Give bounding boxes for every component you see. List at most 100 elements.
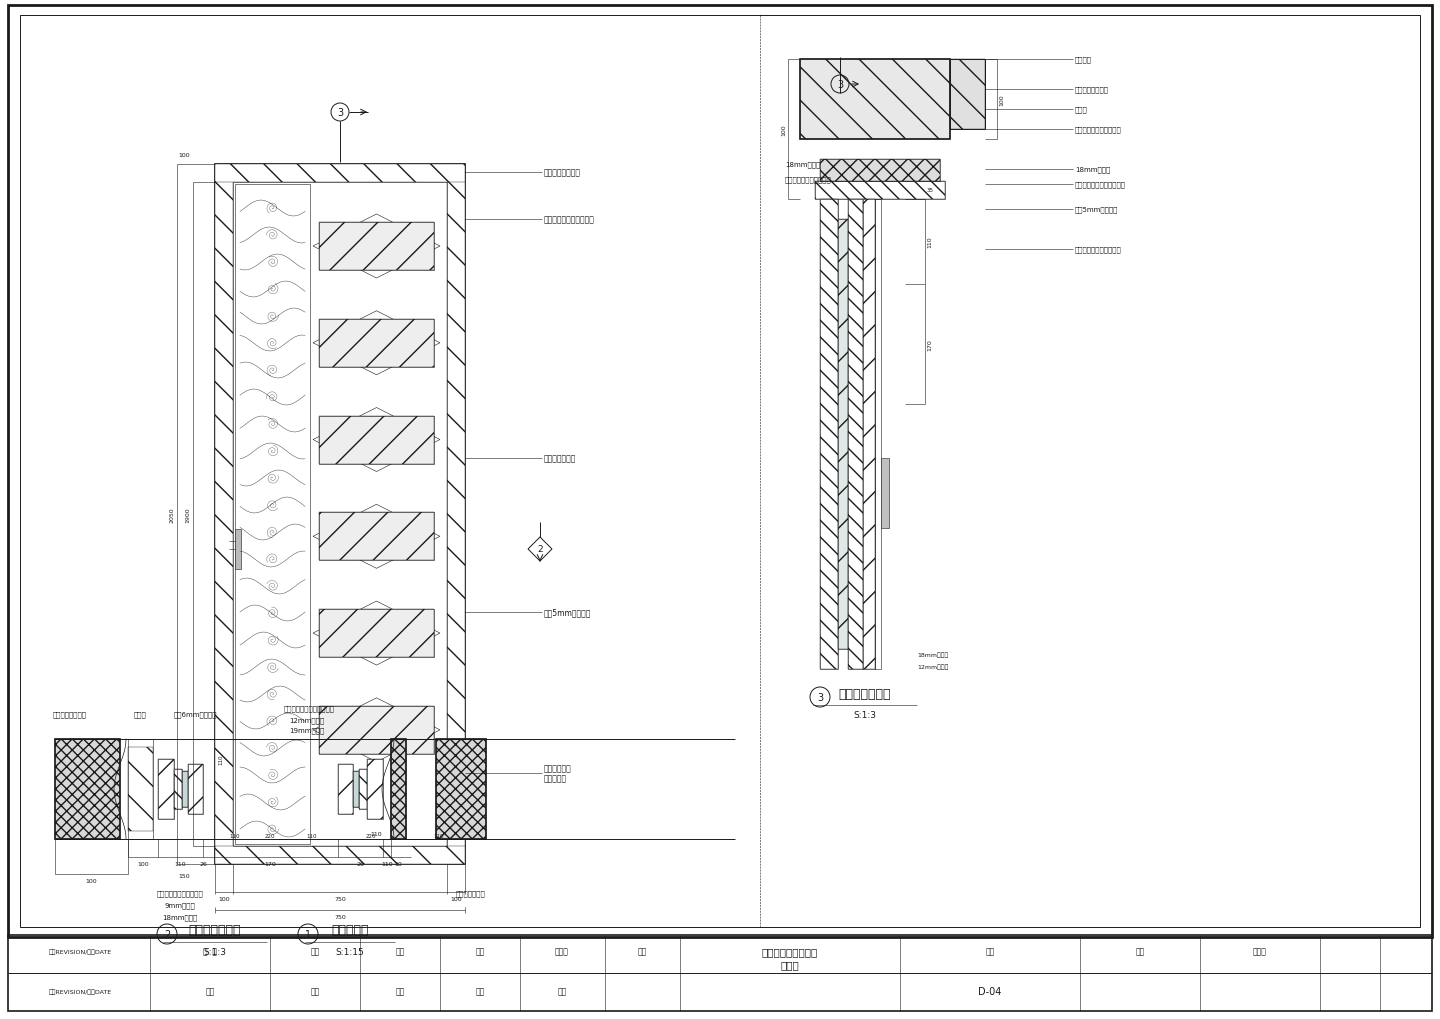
Bar [848, 200, 863, 669]
Text: 12mm木夹长: 12mm木夹长 [917, 663, 949, 669]
Text: 18mm木工板: 18mm木工板 [1076, 166, 1110, 173]
Bar [320, 513, 433, 560]
Text: 220: 220 [366, 834, 376, 839]
Text: 澳准: 澳准 [311, 986, 320, 996]
Bar [819, 160, 940, 181]
Text: 10: 10 [395, 861, 402, 866]
Bar [128, 747, 153, 832]
Bar [848, 200, 863, 669]
Text: 红樱桃饰面板贴面油漆漆: 红樱桃饰面板贴面油漆漆 [544, 215, 595, 224]
Bar [9, 935, 1431, 1011]
Text: 9mm木夹板: 9mm木夹板 [164, 901, 196, 908]
Bar [815, 181, 945, 200]
Text: 750: 750 [334, 914, 346, 919]
Text: S:1:3: S:1:3 [203, 948, 226, 957]
Text: 实木门套板油漆漆: 实木门套板油漆漆 [1076, 87, 1109, 93]
Bar [235, 184, 310, 844]
Bar [367, 759, 383, 819]
Text: 红樱桃饰面板贴面油漆漆: 红樱桃饰面板贴面油漆漆 [1076, 126, 1122, 133]
Text: 110: 110 [230, 834, 240, 839]
Text: 图号: 图号 [985, 947, 995, 956]
Text: 红樱装饰面板贴面油漆漆: 红樱装饰面板贴面油漆漆 [157, 890, 203, 896]
Bar [189, 764, 203, 814]
Bar [801, 60, 950, 140]
Bar [158, 759, 174, 819]
Bar [367, 759, 383, 819]
Bar [181, 771, 189, 807]
Text: 3: 3 [816, 692, 824, 702]
Text: 110: 110 [174, 861, 186, 866]
Text: 比例尺: 比例尺 [554, 947, 569, 956]
Text: 说  明: 说 明 [203, 947, 217, 956]
Bar [215, 165, 465, 864]
Text: 红樱桃饰面板贴面油漆漆: 红樱桃饰面板贴面油漆漆 [1076, 247, 1122, 253]
Bar [838, 220, 848, 649]
Text: 内镶5mm磨砂玻璃: 内镶5mm磨砂玻璃 [544, 608, 592, 616]
Bar [876, 200, 881, 669]
Text: 修订REVISION/日期DATE: 修订REVISION/日期DATE [49, 988, 111, 994]
Bar [20, 16, 1420, 927]
Bar [320, 609, 433, 657]
Bar [189, 764, 203, 814]
Text: 2: 2 [164, 929, 170, 940]
Text: 红樱桃笑木线
收口油漆漆: 红樱桃笑木线 收口油漆漆 [544, 763, 572, 783]
Text: 110: 110 [927, 236, 932, 248]
Text: 内镶6mm磨砂玻璃: 内镶6mm磨砂玻璃 [173, 710, 217, 717]
Bar [392, 739, 406, 840]
Text: 18mm木工板: 18mm木工板 [785, 162, 821, 168]
Bar [158, 759, 174, 819]
Text: 分示: 分示 [638, 947, 647, 956]
Bar [353, 771, 359, 807]
Text: 220: 220 [265, 834, 275, 839]
Bar [320, 609, 433, 657]
Bar [215, 846, 465, 864]
Bar [338, 764, 353, 814]
Bar [359, 769, 367, 809]
Bar [320, 416, 433, 464]
Bar [819, 200, 838, 669]
Text: 110: 110 [382, 861, 393, 866]
Text: 19mm木工板: 19mm木工板 [289, 727, 324, 734]
Text: 门款立竖剖面图: 门款立竖剖面图 [838, 687, 891, 700]
Text: 110: 110 [370, 832, 382, 837]
Text: 35: 35 [927, 187, 935, 193]
Text: 樱桃木实木收口线条油漆漆: 樱桃木实木收口线条油漆漆 [284, 705, 336, 711]
Bar [128, 739, 153, 840]
Bar [55, 739, 120, 840]
Polygon shape [528, 537, 552, 561]
Bar [436, 739, 487, 840]
Bar [338, 764, 353, 814]
Text: 红樱桃实木线条收口油漆漆: 红樱桃实木线条收口油漆漆 [1076, 181, 1126, 189]
Text: 18mm木工板: 18mm木工板 [163, 913, 197, 920]
Bar [353, 771, 359, 807]
Bar [233, 182, 446, 846]
Text: 750: 750 [334, 896, 346, 901]
Text: 红樱桃饰面板贴面油漆漆: 红樱桃饰面板贴面油漆漆 [785, 176, 832, 183]
Bar [815, 181, 945, 200]
Bar [215, 165, 233, 864]
Bar [235, 530, 240, 570]
Text: 100: 100 [179, 153, 190, 157]
Text: D-04: D-04 [978, 986, 1002, 996]
Bar [863, 200, 876, 669]
Text: 110: 110 [433, 834, 445, 839]
Text: 12mm木夹板: 12mm木夹板 [289, 716, 324, 723]
Text: 18mm木工板: 18mm木工板 [917, 651, 949, 657]
Bar [320, 223, 433, 271]
Text: 100: 100 [219, 896, 230, 901]
Bar [359, 769, 367, 809]
Text: 实木门套板油漆漆: 实木门套板油漆漆 [53, 710, 86, 717]
Bar [320, 706, 433, 754]
Text: 横准: 横准 [396, 986, 405, 996]
Bar [881, 459, 888, 529]
Text: 木龙骨: 木龙骨 [134, 710, 147, 717]
Text: 3: 3 [837, 79, 842, 90]
Bar [320, 416, 433, 464]
Text: 玻璃钢雕花油金: 玻璃钢雕花油金 [456, 890, 485, 896]
Bar [436, 739, 487, 840]
Text: 100: 100 [999, 94, 1004, 106]
Text: S:1:3: S:1:3 [854, 711, 877, 719]
Text: 门款立面图: 门款立面图 [331, 923, 369, 936]
Text: 170: 170 [265, 861, 276, 866]
Bar [863, 200, 876, 669]
